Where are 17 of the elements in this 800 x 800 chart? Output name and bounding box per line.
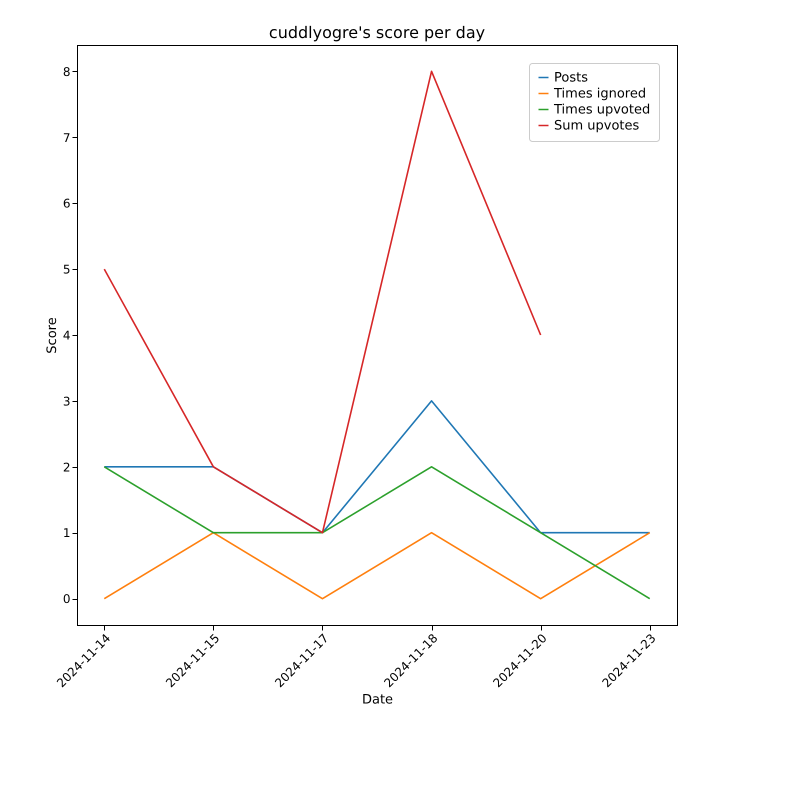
line-series [103,70,542,534]
legend-label: Sum upvotes [554,118,640,134]
legend-label: Posts [554,70,588,86]
x-axis-title: Date [362,692,394,708]
y-tick-label: 7 [62,130,70,145]
legend-label: Times ignored [553,86,646,102]
y-tick-label: 8 [62,64,70,79]
y-tick-label: 3 [62,394,70,408]
legend-label: Times upvoted [553,102,650,118]
y-tick-label: 5 [62,262,70,277]
y-axis-title: Score [44,317,60,354]
y-tick-label: 4 [62,328,70,342]
y-tick-label: 1 [62,526,70,540]
y-tick-label: 0 [62,592,70,606]
y-tick-label: 2 [62,460,70,474]
y-tick-label: 6 [62,196,70,211]
chart-title: cuddlyogre's score per day [268,23,486,42]
